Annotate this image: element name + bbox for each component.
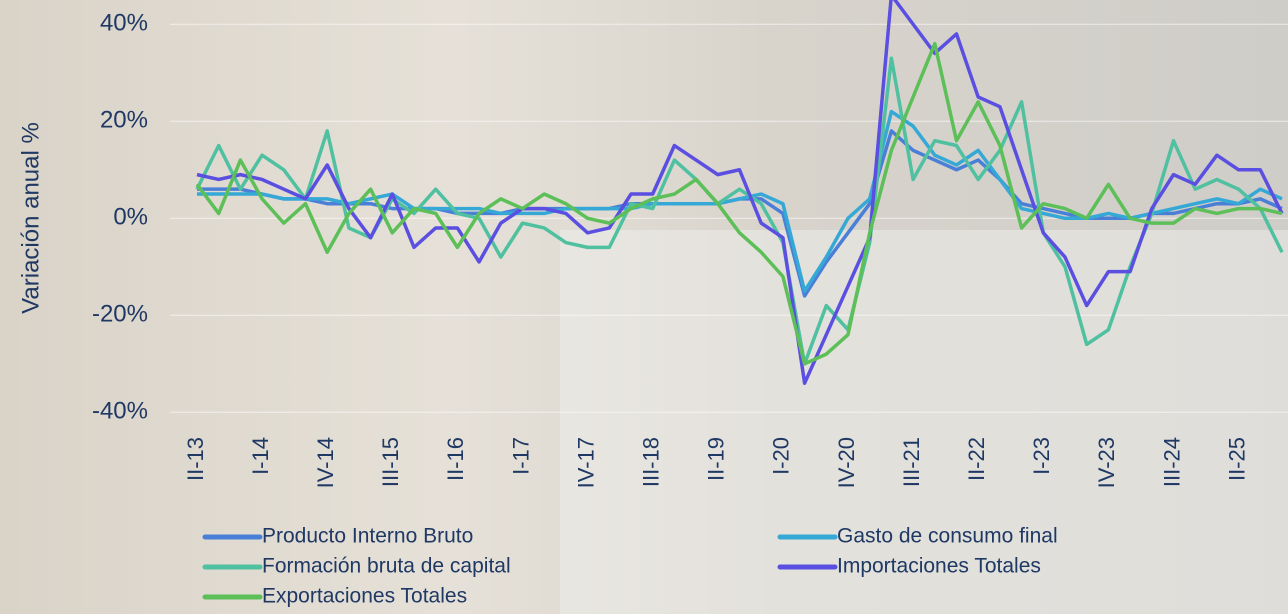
x-tick-label: IV-23 [1094,437,1119,488]
x-tick-label: IV-14 [313,437,338,488]
y-tick-label: -40% [92,398,148,425]
x-tick-label: I-23 [1029,437,1054,475]
x-tick-label: II-19 [704,437,729,481]
legend-label: Gasto de consumo final [837,525,1058,548]
x-tick-label: III-24 [1159,437,1184,487]
x-tick-label: IV-17 [573,437,598,488]
legend-label: Formación bruta de capital [262,555,511,578]
x-tick-label: III-15 [378,437,403,487]
x-tick-label: II-22 [964,437,989,481]
y-axis-title: Variación anual % [17,122,44,314]
x-tick-label: III-18 [639,437,664,487]
legend-label: Importaciones Totales [837,555,1041,578]
x-tick-label: II-13 [183,437,208,481]
legend-label: Producto Interno Bruto [262,525,473,548]
y-tick-label: 20% [100,107,148,134]
x-tick-label: IV-20 [834,437,859,488]
x-tick-label: III-21 [899,437,924,487]
x-tick-label: II-16 [443,437,468,481]
page: Variación anual % -40% -20% 0% 20% 40% II-13 I… [0,0,1288,614]
y-tick-label: 40% [100,10,148,37]
y-tick-label: 0% [113,204,148,231]
x-tick-label: I-17 [508,437,533,475]
legend-label: Exportaciones Totales [262,585,467,608]
x-tick-label: II-25 [1224,437,1249,481]
x-tick-label: I-14 [248,437,273,475]
chart: Variación anual % -40% -20% 0% 20% 40% II-13 I… [0,0,1288,614]
y-tick-label: -20% [92,301,148,328]
x-tick-label: I-20 [769,437,794,475]
